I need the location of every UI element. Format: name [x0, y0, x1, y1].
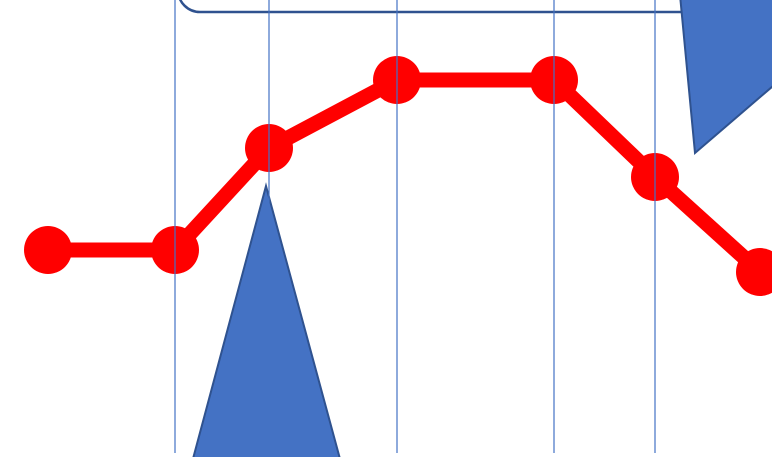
triangle [192, 182, 341, 457]
dot [24, 226, 72, 274]
rounded-box [179, 0, 717, 14]
dot [736, 248, 772, 296]
corner-shape [679, 0, 772, 156]
guide-lines [174, 0, 656, 453]
